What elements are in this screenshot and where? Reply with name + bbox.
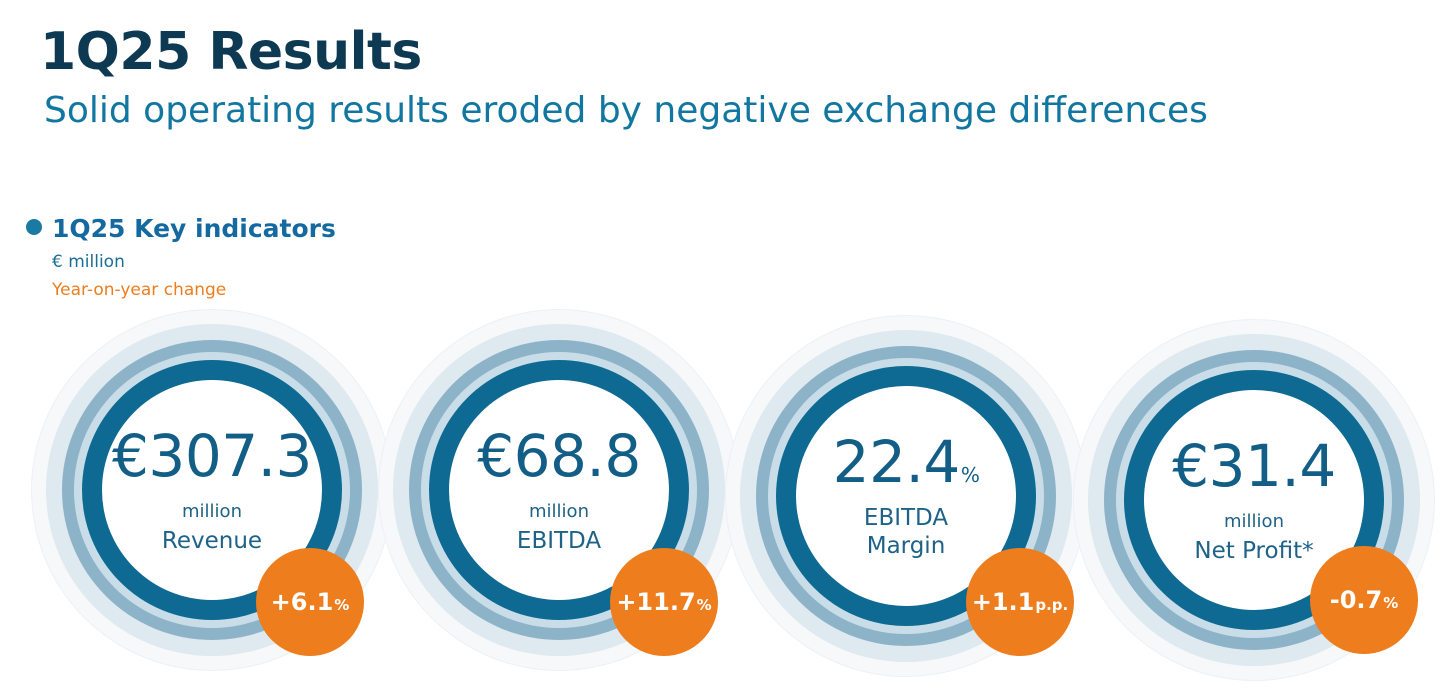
section-title: 1Q25 Key indicators: [52, 214, 336, 243]
change-note: Year-on-year change: [52, 280, 227, 300]
change-suffix: %: [334, 596, 350, 614]
kpi-label: Net Profit*: [1194, 537, 1314, 564]
kpi-label: Revenue: [161, 527, 263, 554]
change-badge: +1.1 p.p.: [966, 548, 1074, 656]
kpi-net-profit: €31.4 million Net Profit* -0.7%: [1074, 320, 1434, 680]
kpi-unit: million: [529, 500, 589, 522]
kpi-unit: million: [1224, 510, 1284, 532]
change-value: +1.1: [971, 588, 1035, 616]
kpi-value: €307.3: [112, 421, 312, 490]
kpi-content: €31.4 million Net Profit*: [1144, 390, 1364, 610]
change-badge: +11.7%: [610, 548, 718, 656]
change-value: -0.7: [1329, 586, 1383, 614]
page-subtitle: Solid operating results eroded by negati…: [44, 90, 1208, 131]
kpi-content: €68.8 million EBITDA: [449, 380, 669, 600]
kpi-value-number: 22.4: [832, 428, 961, 496]
kpi-value-suffix: %: [960, 463, 980, 487]
change-suffix: p.p.: [1035, 596, 1069, 614]
change-badge: +6.1%: [256, 548, 364, 656]
page-title: 1Q25 Results: [40, 22, 422, 82]
kpi-content: €307.3 million Revenue: [102, 380, 322, 600]
kpi-value: €31.4: [1172, 431, 1336, 500]
change-suffix: %: [1383, 594, 1399, 612]
kpi-value: €68.8: [477, 421, 641, 490]
kpi-label-line1: EBITDA: [863, 505, 949, 531]
change-value: +6.1: [270, 588, 334, 616]
change-badge: -0.7%: [1310, 546, 1418, 654]
kpi-label-line2: Margin: [866, 533, 946, 559]
kpi-unit: million: [182, 500, 242, 522]
section-bullet-icon: [26, 219, 42, 235]
change-suffix: %: [696, 596, 712, 614]
kpi-content: 22.4% EBITDA Margin: [796, 386, 1016, 606]
change-value: +11.7: [616, 588, 696, 616]
kpi-revenue: €307.3 million Revenue +6.1%: [32, 310, 392, 670]
kpi-ebitda: €68.8 million EBITDA +11.7%: [379, 310, 739, 670]
kpi-value: 22.4%: [833, 433, 980, 491]
kpi-ebitda-margin: 22.4% EBITDA Margin +1.1 p.p.: [726, 316, 1086, 676]
unit-note: € million: [52, 252, 125, 272]
kpi-label: EBITDA: [516, 527, 602, 554]
